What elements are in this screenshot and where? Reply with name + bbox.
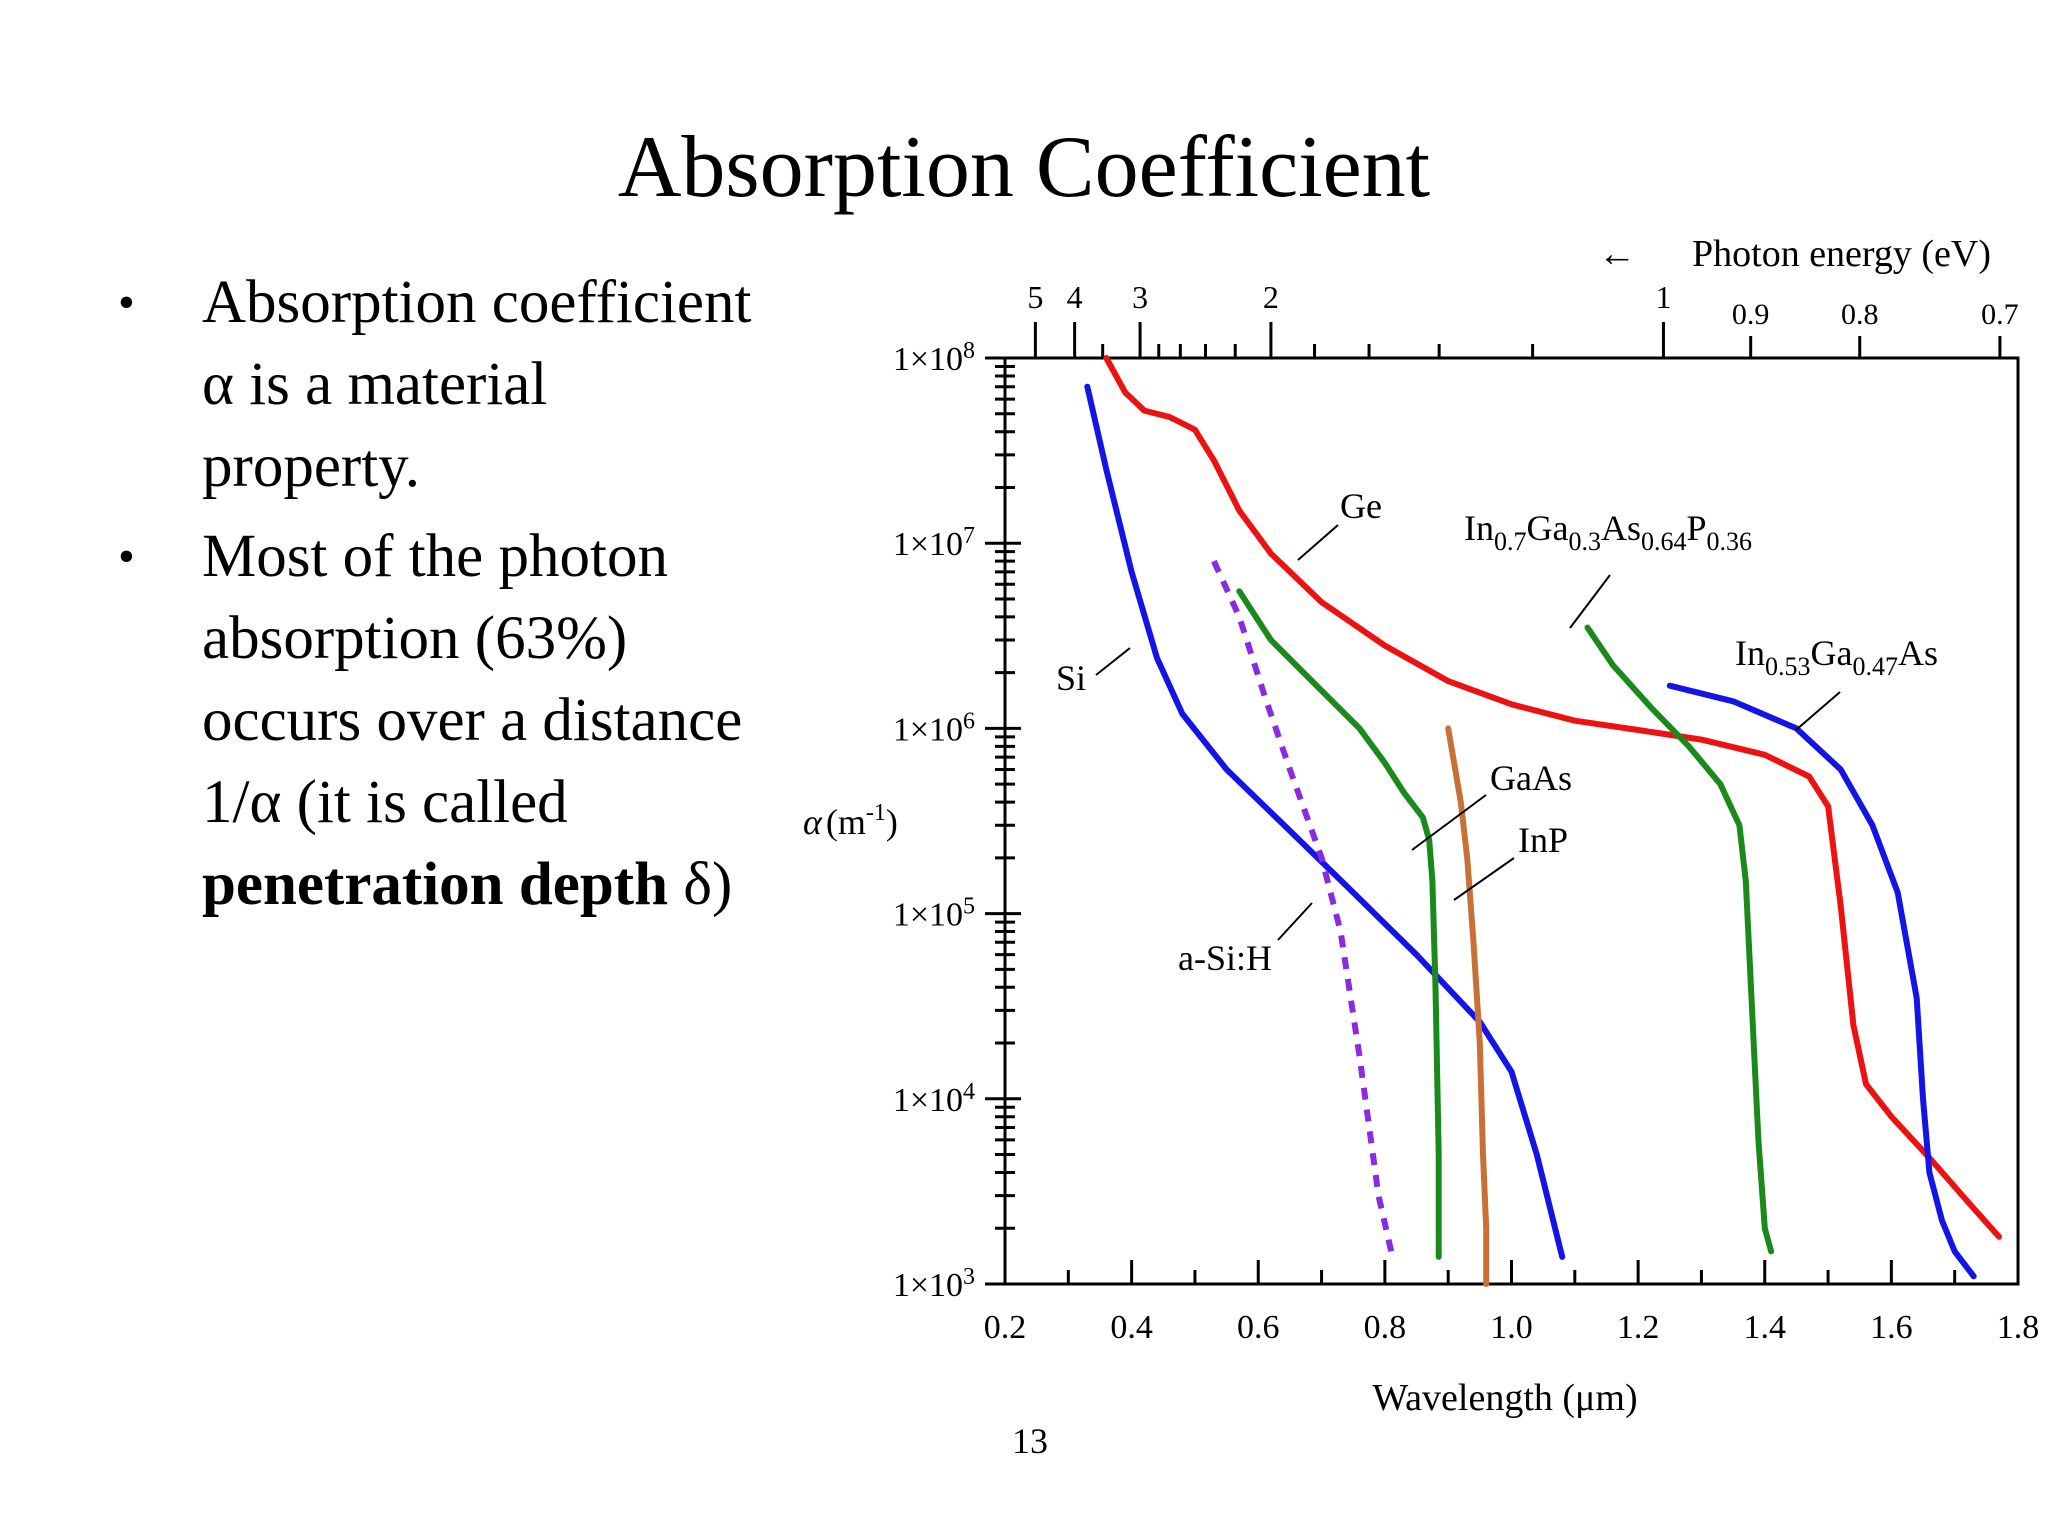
bullet-bold-term: penetration depth [202, 851, 668, 918]
y-tick-label: 1×105 [893, 894, 975, 934]
y-axis-title: α (m-1) [803, 800, 898, 842]
x-tick-label: 1.0 [1490, 1309, 1533, 1346]
top-axis-ticks: 5 4 3 2 1 0.9 0.8 0.7 [1027, 279, 2019, 358]
series-line [1584, 624, 1775, 1255]
leader-line [1297, 524, 1339, 561]
x-axis-title: Wavelength (μm) [1372, 1377, 1637, 1419]
series-label: Ge [1340, 486, 1382, 526]
bullet-text: Absorption coefficient α is a material p… [202, 269, 752, 500]
bullet-item: Most of the photon absorption (63%) occu… [118, 516, 768, 926]
top-tick-label: 3 [1132, 279, 1148, 315]
leader-line [1453, 857, 1515, 901]
series-line [1666, 682, 1977, 1280]
x-tick-label: 1.4 [1744, 1309, 1787, 1346]
leader-line [1277, 902, 1313, 941]
x-tick-label: 1.8 [1997, 1309, 2040, 1346]
y-axis-ticks: 1×103 1×104 1×105 1×106 1×107 1×108 [893, 338, 1021, 1304]
series-line [1236, 588, 1442, 1260]
x-tick-label: 0.4 [1110, 1309, 1153, 1346]
series-label: In0.53Ga0.47As [1735, 633, 1938, 681]
leader-line [1569, 574, 1611, 629]
x-tick-label: 0.6 [1237, 1309, 1280, 1346]
series-labels: Ge Si a-Si:H GaAs InP In0.7Ga0.3As0.64P0.36 In… [1056, 486, 1938, 978]
x-tick-label: 0.8 [1364, 1309, 1407, 1346]
top-axis-title: Photon energy (eV) [1692, 233, 1991, 275]
series-label: In0.7Ga0.3As0.64P0.36 [1464, 508, 1752, 556]
x-tick-label: 1.6 [1870, 1309, 1913, 1346]
slide-title: Absorption Coefficient [617, 119, 1431, 216]
series-layer [1084, 355, 2002, 1287]
bullet-item: Absorption coefficient α is a material p… [118, 262, 768, 508]
bullet-text: Most of the photon absorption (63%) occu… [202, 523, 743, 836]
series-label: Si [1056, 658, 1086, 698]
top-tick-label: 2 [1263, 279, 1279, 315]
top-tick-label: 1 [1655, 279, 1671, 315]
series-line [1103, 355, 2002, 1240]
y-tick-label: 1×103 [893, 1264, 975, 1304]
leader-line [1795, 691, 1841, 731]
series-line [1445, 725, 1490, 1287]
y-tick-label: 1×104 [893, 1079, 975, 1119]
bullet-text-end: δ) [668, 851, 733, 918]
x-tick-label: 0.2 [984, 1309, 1027, 1346]
label-leader-lines [1095, 524, 1841, 941]
series-line [1084, 383, 1566, 1260]
y-tick-label: 1×108 [893, 338, 975, 378]
x-axis-ticks: 0.2 0.4 0.6 0.8 1.0 1.2 1.4 1.6 1.8 [984, 1260, 2040, 1346]
leader-line [1095, 647, 1131, 676]
y-tick-label: 1×107 [893, 523, 975, 563]
top-tick-label: 0.9 [1732, 298, 1770, 331]
series-label: InP [1518, 820, 1568, 860]
y-tick-label: 1×106 [893, 708, 975, 748]
bullet-list: Absorption coefficient α is a material p… [118, 262, 768, 934]
series-label: a-Si:H [1178, 938, 1272, 978]
top-tick-label: 0.7 [1981, 298, 2019, 331]
x-tick-label: 1.2 [1617, 1309, 1660, 1346]
series-line [1211, 559, 1395, 1253]
top-tick-label: 0.8 [1841, 298, 1879, 331]
leader-line [1411, 794, 1487, 851]
top-tick-label: 5 [1027, 279, 1043, 315]
top-tick-label: 4 [1067, 279, 1083, 315]
top-axis-arrow: ← [1598, 233, 1636, 275]
series-label: GaAs [1490, 758, 1572, 798]
plot-frame [1003, 356, 2020, 1286]
page-number: 13 [1012, 1421, 1048, 1461]
